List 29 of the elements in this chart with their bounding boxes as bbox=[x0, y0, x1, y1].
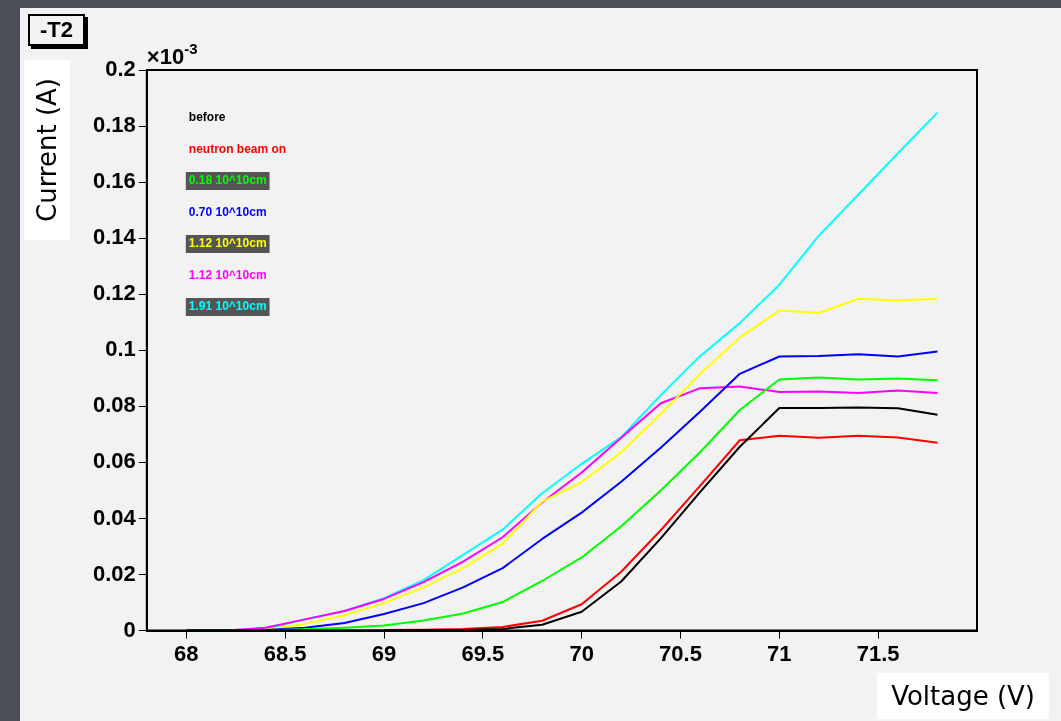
y-axis-title: Current (A) bbox=[32, 78, 62, 222]
y-tick-label: 0 bbox=[123, 616, 136, 642]
y-tick-label: 0.2 bbox=[105, 56, 136, 82]
x-tick-label: 68.5 bbox=[263, 640, 307, 666]
x-tick-label: 69 bbox=[371, 640, 397, 666]
y-tick-label: 0.16 bbox=[92, 168, 136, 194]
x-tick-label: 70 bbox=[569, 640, 594, 666]
text: before bbox=[188, 110, 226, 125]
text: 0.70 10^10cm bbox=[188, 204, 267, 219]
y-tick-label: 0.06 bbox=[92, 448, 136, 474]
y-tick-label: 0.14 bbox=[92, 224, 137, 250]
x-axis-title: Voltage (V) bbox=[877, 673, 1049, 719]
x-tick-label: 71.5 bbox=[856, 640, 900, 666]
text: neutron beam on bbox=[188, 141, 287, 156]
text: 0.18 10^10cm bbox=[188, 173, 267, 188]
y-tick-label: 0.1 bbox=[105, 336, 136, 362]
y-tick-label: 0.12 bbox=[92, 280, 136, 306]
text: 1.12 10^10cm bbox=[188, 236, 267, 251]
y-tick-label: 0.18 bbox=[92, 112, 136, 138]
chart-title: -T2 bbox=[28, 14, 85, 46]
text: 1.91 10^10cm bbox=[188, 299, 267, 314]
x-tick-label: 71 bbox=[767, 640, 792, 666]
y-tick-label: 0.02 bbox=[92, 560, 136, 586]
y-tick-label: 0.08 bbox=[92, 392, 136, 418]
x-tick-label: 70.5 bbox=[659, 640, 702, 666]
x-tick-label: 69.5 bbox=[461, 640, 505, 666]
y-tick-label: 0.04 bbox=[92, 504, 137, 530]
x-tick-label: 68 bbox=[174, 640, 199, 666]
text: 1.12 10^10cm bbox=[188, 267, 267, 282]
